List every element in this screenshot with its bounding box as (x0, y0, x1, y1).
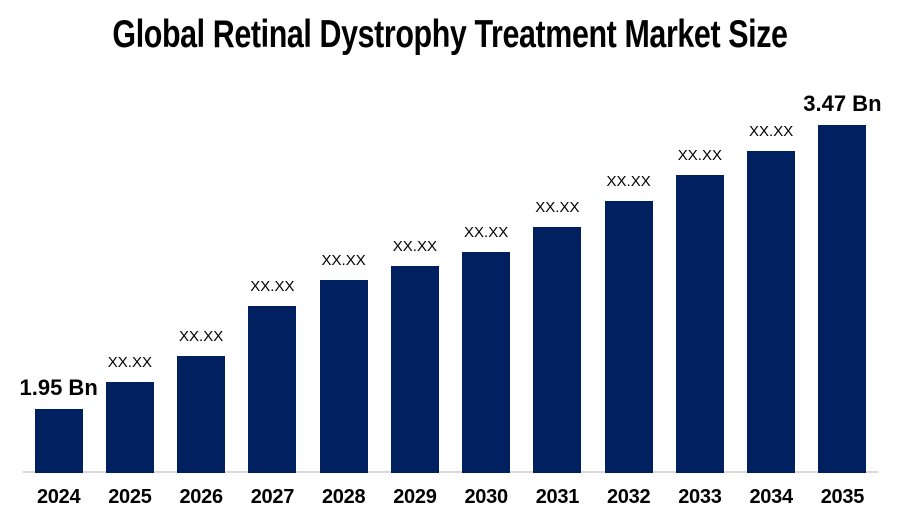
bar-value-label-2025: XX.XX (107, 354, 152, 371)
bar-2029 (390, 266, 439, 473)
x-tick-label-2029: 2029 (393, 486, 437, 508)
bars-container: 1.95 Bn XX.XX XX.XX XX.XX XX.XX XX.XX XX.XX XX.… (20, 91, 882, 473)
bar-slot-2025: XX.XX (94, 354, 165, 473)
bar-slot-2029: XX.XX (379, 238, 450, 473)
x-tick-label-2034: 2034 (749, 486, 793, 508)
bar-value-label-2032: XX.XX (606, 173, 651, 190)
bar-value-label-2035: 3.47 Bn (803, 91, 882, 116)
x-tick-label-2024: 2024 (36, 486, 81, 508)
bar-2035 (818, 125, 867, 473)
bar-slot-2035: 3.47 Bn (803, 91, 882, 473)
x-tick-label-2028: 2028 (321, 486, 366, 508)
bar-value-label-2031: XX.XX (535, 199, 580, 216)
chart-title: Global Retinal Dystrophy Treatment Marke… (112, 13, 788, 56)
bar-2025 (105, 382, 154, 473)
x-tick-label-2031: 2031 (535, 486, 580, 508)
x-tick-label-2035: 2035 (820, 486, 865, 508)
bar-2024 (34, 409, 83, 473)
bar-2027 (248, 306, 297, 473)
bar-value-label-2026: XX.XX (179, 328, 224, 345)
bar-value-label-2028: XX.XX (321, 252, 366, 269)
bar-value-label-2030: XX.XX (464, 224, 509, 241)
x-tick-label-2032: 2032 (606, 486, 651, 508)
bar-2028 (319, 280, 368, 473)
bar-2026 (177, 356, 226, 473)
plot-area: 1.95 Bn XX.XX XX.XX XX.XX XX.XX XX.XX XX.XX XX.… (20, 0, 882, 525)
bar-slot-2030: XX.XX (451, 224, 522, 473)
x-tick-label-2027: 2027 (250, 486, 295, 508)
x-tick-label-2030: 2030 (464, 486, 508, 508)
bar-2034 (747, 151, 796, 473)
bar-2032 (604, 201, 653, 473)
bar-2030 (462, 252, 511, 473)
bar-slot-2031: XX.XX (522, 199, 593, 473)
x-tick-label-2026: 2026 (179, 486, 223, 508)
bar-slot-2028: XX.XX (308, 252, 379, 473)
x-tick-label-2025: 2025 (108, 486, 152, 508)
bar-value-label-2034: XX.XX (749, 123, 794, 140)
bar-slot-2024: 1.95 Bn (20, 375, 98, 473)
x-axis-line (23, 471, 878, 473)
bar-slot-2033: XX.XX (664, 147, 735, 473)
x-tick-label-2033: 2033 (678, 486, 722, 508)
bar-2033 (675, 175, 724, 473)
bar-value-label-2029: XX.XX (392, 238, 437, 255)
bar-value-label-2024: 1.95 Bn (19, 375, 98, 400)
bar-value-label-2033: XX.XX (677, 147, 722, 164)
bar-slot-2032: XX.XX (593, 173, 664, 473)
bar-slot-2034: XX.XX (736, 123, 807, 473)
x-axis-labels: 2024 2025 2026 2027 2028 2029 2030 2031 2032 2033… (23, 487, 878, 508)
bar-2031 (533, 227, 582, 473)
bar-value-label-2027: XX.XX (250, 278, 295, 295)
bar-slot-2027: XX.XX (237, 278, 308, 473)
bar-slot-2026: XX.XX (166, 328, 237, 473)
